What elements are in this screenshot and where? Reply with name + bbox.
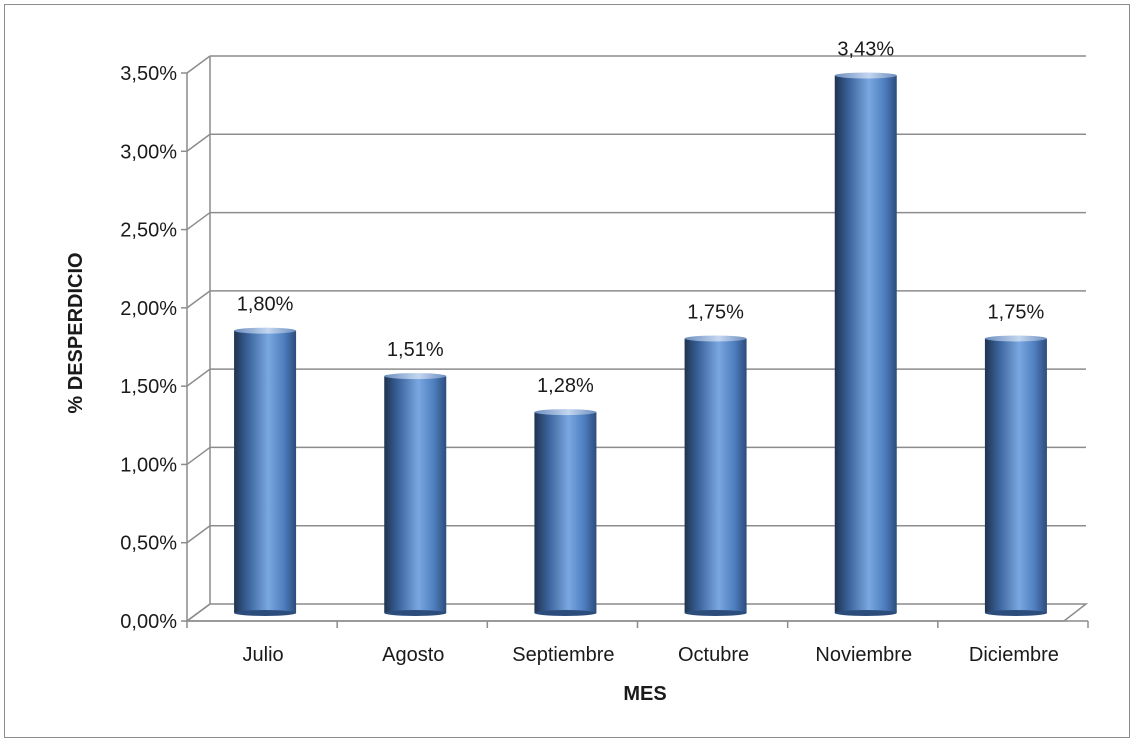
bar-julio <box>234 330 297 613</box>
bar-agosto <box>384 376 447 613</box>
bar-top <box>684 335 747 342</box>
y-tick-label: 0,00% <box>120 611 177 633</box>
x-tick-label: Noviembre <box>815 644 912 666</box>
y-tick-label: 1,50% <box>120 376 177 398</box>
data-label: 3,43% <box>837 38 894 60</box>
bar-base <box>234 610 297 616</box>
bar-diciembre <box>984 338 1047 613</box>
bar-top <box>834 72 897 79</box>
bar-base <box>534 610 597 616</box>
gridline-depth <box>186 525 211 544</box>
gridline-depth <box>186 133 211 152</box>
x-tick-label: Diciembre <box>969 644 1059 666</box>
bar-noviembre <box>834 75 897 613</box>
bar-base <box>384 610 447 616</box>
gridline-depth <box>186 446 211 466</box>
bar-layer <box>234 72 1047 616</box>
x-tick-label: Septiembre <box>512 644 614 666</box>
x-axis-title: MES <box>623 683 666 705</box>
y-tick-label: 2,50% <box>120 220 177 242</box>
y-tick-label: 3,00% <box>120 141 177 163</box>
axis-layer: 0,00% 0,50% 1,00% 1,50% 2,00% 2,50% 3,00% 3,50% <box>120 56 1089 633</box>
data-label: 1,80% <box>237 294 294 316</box>
x-tick-label: Julio <box>243 644 284 666</box>
grid-layer <box>186 55 1086 622</box>
bar-top <box>534 409 597 416</box>
bar-top <box>984 335 1047 342</box>
data-label: 1,75% <box>687 302 744 324</box>
x-tick-label: Octubre <box>678 644 749 666</box>
bar-top <box>384 373 447 380</box>
y-axis-title: % DESPERDICIO <box>65 252 87 413</box>
floor <box>184 603 1089 622</box>
bar-septiembre <box>534 412 597 613</box>
data-label: 1,75% <box>988 302 1045 324</box>
gridline-depth <box>186 368 211 387</box>
bar-base <box>834 610 897 616</box>
gridline-depth <box>186 211 211 231</box>
label-layer: Julio 1,80% Agosto 1,51% Septiembre 1,28% Octu… <box>237 38 1059 666</box>
y-tick-label: 0,50% <box>120 533 177 555</box>
data-label: 1,51% <box>387 339 444 361</box>
x-tick-label: Agosto <box>382 644 444 666</box>
bar-octubre <box>684 338 747 613</box>
bar-base <box>984 610 1047 616</box>
gridline-depth <box>186 290 211 309</box>
y-tick-label: 3,50% <box>120 63 177 85</box>
y-tick-label: 1,00% <box>120 454 177 476</box>
bar-base <box>684 610 747 616</box>
bar-top <box>234 327 297 334</box>
gridline-depth <box>186 55 211 74</box>
data-label: 1,28% <box>537 375 594 397</box>
y-tick-label: 2,00% <box>120 298 177 320</box>
